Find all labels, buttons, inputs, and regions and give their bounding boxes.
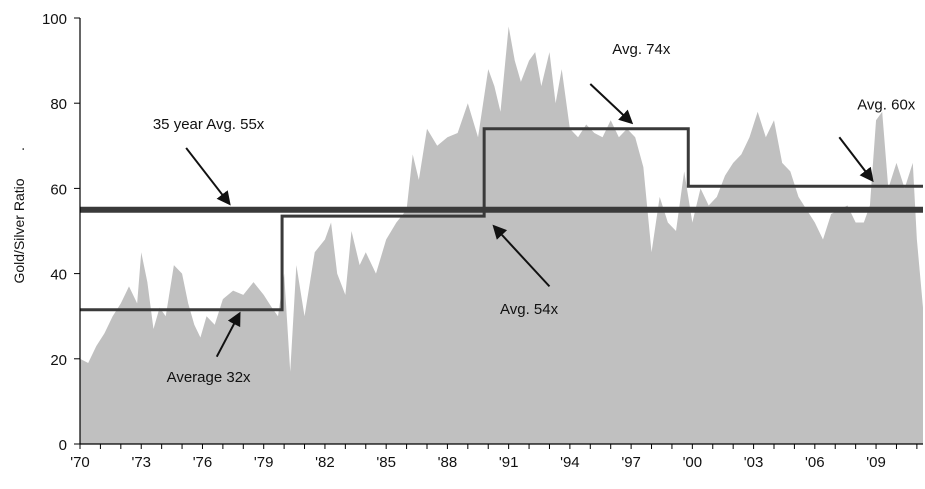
annotation-arrow: [185, 147, 231, 206]
y-tick-label: 60: [50, 181, 67, 198]
annotation-arrow: [492, 224, 551, 288]
x-tick-label: '79: [254, 454, 274, 471]
y-axis-label: Gold/Silver Ratio: [11, 178, 27, 283]
x-tick-label: '73: [131, 454, 151, 471]
annotation-label: Avg. 60x: [857, 97, 916, 114]
x-tick-label: '00: [683, 454, 703, 471]
y-axis-label-suffix: .: [11, 147, 27, 151]
y-tick-label: 0: [59, 437, 67, 454]
y-tick-label: 80: [50, 96, 67, 113]
annotation-arrow: [215, 311, 241, 358]
x-tick-label: '06: [805, 454, 825, 471]
period-average-step-line: [80, 127, 923, 312]
x-tick-label: '91: [499, 454, 519, 471]
x-tick-label: '03: [744, 454, 764, 471]
y-tick-label: 40: [50, 267, 67, 284]
annotation-arrow: [838, 136, 874, 183]
x-tick-label: '94: [560, 454, 580, 471]
annotation-arrow: [589, 83, 634, 125]
x-tick-label: '97: [621, 454, 641, 471]
x-tick-label: '70: [70, 454, 90, 471]
x-tick-label: '09: [866, 454, 886, 471]
x-tick-label: '82: [315, 454, 335, 471]
y-tick-label: 100: [42, 11, 67, 28]
annotation-label: Average 32x: [167, 369, 251, 386]
x-tick-label: '88: [438, 454, 458, 471]
x-tick-label: '85: [376, 454, 396, 471]
x-tick-label: '76: [193, 454, 213, 471]
annotation-label: Avg. 54x: [500, 301, 559, 318]
annotation-label: 35 year Avg. 55x: [153, 116, 265, 133]
y-tick-label: 20: [50, 352, 67, 369]
annotation-label: Avg. 74x: [612, 41, 671, 58]
